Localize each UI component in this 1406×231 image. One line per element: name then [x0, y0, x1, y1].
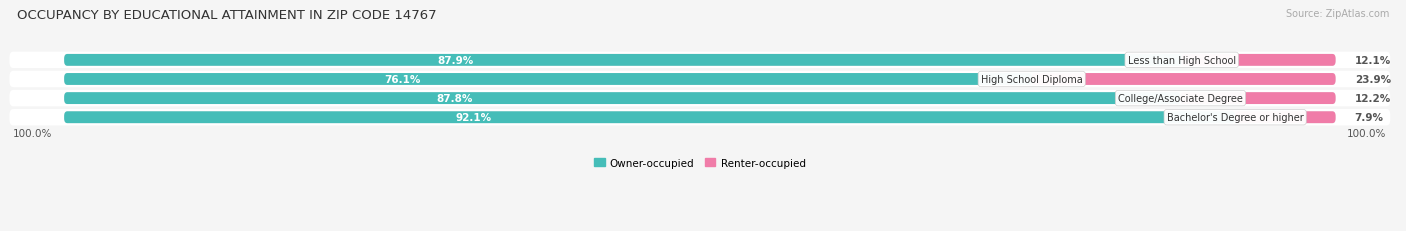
Text: 23.9%: 23.9%	[1354, 75, 1391, 85]
FancyBboxPatch shape	[65, 112, 1336, 124]
Text: 100.0%: 100.0%	[13, 128, 52, 138]
Text: 87.8%: 87.8%	[437, 94, 472, 104]
Text: 76.1%: 76.1%	[385, 75, 420, 85]
FancyBboxPatch shape	[1181, 93, 1336, 105]
FancyBboxPatch shape	[10, 71, 1391, 88]
Text: Bachelor's Degree or higher: Bachelor's Degree or higher	[1167, 113, 1303, 123]
FancyBboxPatch shape	[10, 109, 1391, 126]
FancyBboxPatch shape	[65, 112, 1234, 124]
FancyBboxPatch shape	[65, 74, 1336, 85]
Text: 100.0%: 100.0%	[1347, 128, 1386, 138]
FancyBboxPatch shape	[65, 93, 1181, 105]
FancyBboxPatch shape	[65, 55, 1181, 67]
Text: 92.1%: 92.1%	[456, 113, 492, 123]
FancyBboxPatch shape	[1181, 55, 1336, 67]
FancyBboxPatch shape	[10, 91, 1391, 107]
FancyBboxPatch shape	[10, 52, 1391, 69]
Text: 12.2%: 12.2%	[1354, 94, 1391, 104]
Text: High School Diploma: High School Diploma	[981, 75, 1083, 85]
FancyBboxPatch shape	[65, 93, 1336, 105]
Text: Less than High School: Less than High School	[1128, 56, 1236, 66]
FancyBboxPatch shape	[1032, 74, 1336, 85]
Text: College/Associate Degree: College/Associate Degree	[1118, 94, 1243, 104]
Text: Source: ZipAtlas.com: Source: ZipAtlas.com	[1285, 9, 1389, 19]
Text: 12.1%: 12.1%	[1354, 56, 1391, 66]
Text: 7.9%: 7.9%	[1354, 113, 1384, 123]
FancyBboxPatch shape	[65, 74, 1032, 85]
Legend: Owner-occupied, Renter-occupied: Owner-occupied, Renter-occupied	[591, 154, 810, 172]
Text: OCCUPANCY BY EDUCATIONAL ATTAINMENT IN ZIP CODE 14767: OCCUPANCY BY EDUCATIONAL ATTAINMENT IN Z…	[17, 9, 436, 22]
FancyBboxPatch shape	[1234, 112, 1336, 124]
Text: 87.9%: 87.9%	[437, 56, 474, 66]
FancyBboxPatch shape	[65, 55, 1336, 67]
